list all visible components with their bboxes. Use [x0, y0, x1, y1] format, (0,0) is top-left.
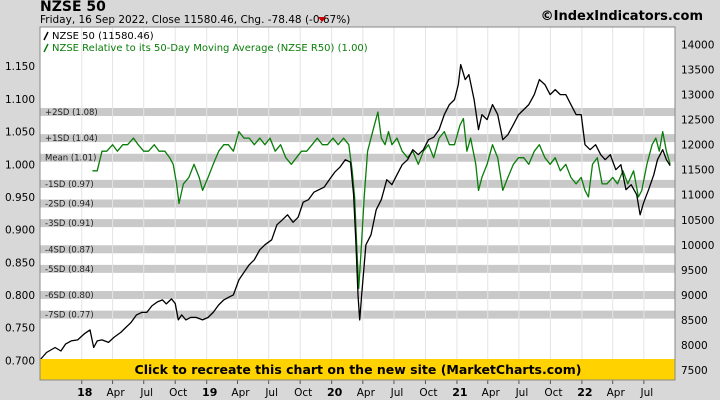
x-tick-label: Apr [607, 387, 626, 399]
right-tick-label: 11500 [681, 165, 714, 177]
left-tick-label: 1.100 [5, 94, 35, 106]
band-label: +2SD (1.08) [45, 108, 98, 118]
x-tick-label: Jul [139, 387, 153, 399]
sd-band [40, 310, 675, 319]
x-tick-label: 19 [202, 386, 217, 399]
ratio-series [92, 111, 671, 290]
left-axis: 0.700 0.750 0.800 0.850 0.900 0.950 1.000 1.050… [5, 61, 35, 367]
down-arrow-icon [318, 17, 326, 22]
sd-band [40, 153, 675, 162]
right-tick-label: 14000 [681, 40, 714, 52]
x-tick-label: Jul [640, 387, 654, 399]
legend: NZSE 50 (11580.46) NZSE Relative to its … [43, 31, 368, 54]
x-tick-label: Apr [482, 387, 501, 399]
price-series [39, 63, 671, 361]
left-tick-label: 0.850 [5, 257, 35, 269]
x-tick-label: 21 [452, 386, 467, 399]
legend-price-label: NZSE 50 (11580.46) [52, 31, 154, 42]
site-watermark[interactable]: ©IndexIndicators.com [541, 9, 703, 24]
legend-ratio-label: NZSE Relative to its 50-Day Moving Avera… [52, 43, 368, 54]
left-tick-label: 0.900 [5, 225, 35, 237]
x-axis: 18 Apr Jul Oct 19 Apr Jul Oct 20 Apr Jul Oct 21 Apr Ju… [77, 380, 653, 399]
price-line [39, 63, 671, 361]
band-label: -5SD (0.84) [45, 265, 94, 275]
left-tick-label: 1.050 [5, 127, 35, 139]
banner[interactable] [40, 359, 675, 380]
left-tick-label: 0.750 [5, 323, 35, 335]
right-tick-label: 8000 [681, 340, 708, 352]
right-tick-label: 9000 [681, 290, 708, 302]
sd-band [40, 179, 675, 188]
right-tick-label: 8500 [681, 315, 708, 327]
legend-ratio-swatch [43, 43, 49, 53]
right-tick-label: 11000 [681, 190, 714, 202]
x-tick-label: Apr [106, 387, 125, 399]
left-tick-label: 1.150 [5, 61, 35, 73]
right-axis: 7500 8000 8500 9000 9500 10000 10500 11000 11500… [681, 40, 714, 377]
banner-label[interactable]: Click to recreate this chart on the new … [135, 362, 582, 377]
left-tick-label: 0.700 [5, 355, 35, 367]
plot-border [39, 26, 676, 381]
right-tick-label: 10500 [681, 215, 714, 227]
x-tick-label: Jul [390, 387, 404, 399]
right-tick-label: 13000 [681, 90, 714, 102]
band-label: +1SD (1.04) [45, 134, 98, 144]
band-label: -7SD (0.77) [45, 311, 94, 321]
band-label: -6SD (0.80) [45, 291, 94, 301]
chart-title: NZSE 50 [40, 0, 106, 15]
sd-band [40, 107, 675, 116]
x-tick-label: 20 [327, 386, 343, 399]
left-tick-label: 1.000 [5, 159, 35, 171]
right-tick-label: 7500 [681, 365, 708, 377]
x-tick-label: Oct [169, 387, 187, 399]
band-label: -1SD (0.97) [45, 180, 94, 190]
x-tick-label: Jul [264, 387, 278, 399]
left-tick-label: 0.950 [5, 192, 35, 204]
band-label: -3SD (0.91) [45, 219, 94, 229]
grid [81, 27, 645, 380]
x-axis-bg [40, 380, 675, 400]
right-tick-label: 13500 [681, 65, 714, 77]
right-tick-label: 12500 [681, 115, 714, 127]
x-tick-label: Apr [357, 387, 376, 399]
x-tick-label: 18 [77, 386, 92, 399]
chart-subtitle: Friday, 16 Sep 2022, Close 11580.46, Chg… [40, 14, 350, 26]
right-tick-label: 10000 [681, 240, 714, 252]
right-tick-label: 9500 [681, 265, 708, 277]
x-tick-label: 22 [577, 386, 592, 399]
x-tick-label: Oct [544, 387, 562, 399]
x-tick-label: Oct [294, 387, 312, 399]
band-label: -2SD (0.94) [45, 200, 94, 210]
sd-band [40, 219, 675, 228]
x-tick-label: Jul [515, 387, 529, 399]
ratio-line [92, 111, 671, 290]
x-tick-label: Oct [419, 387, 437, 399]
right-tick-label: 12000 [681, 140, 714, 152]
band-label: -4SD (0.87) [45, 245, 94, 255]
left-tick-label: 0.800 [5, 290, 35, 302]
sd-band [40, 134, 675, 143]
legend-price-swatch [43, 31, 49, 41]
sd-band [40, 199, 675, 208]
band-labels: +2SD (1.08) +1SD (1.04) Mean (1.01) -1SD (0… [45, 108, 98, 321]
x-tick-label: Apr [231, 387, 250, 399]
band-label: Mean (1.01) [45, 154, 96, 164]
